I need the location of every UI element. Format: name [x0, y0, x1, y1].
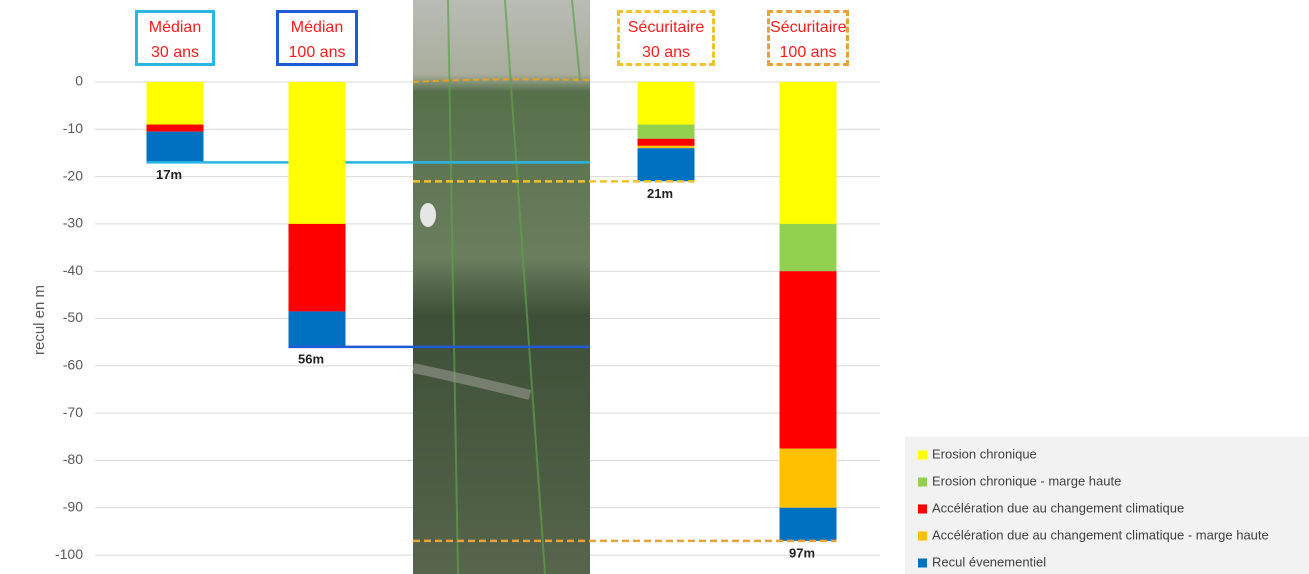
legend-label: Accélération due au changement climatiqu… [932, 527, 1269, 542]
y-tick-label: -30 [63, 215, 83, 231]
legend-swatch [918, 504, 927, 514]
y-tick-label: -20 [63, 167, 83, 183]
legend-swatch [918, 450, 927, 460]
bar-segment [779, 271, 837, 449]
legend-swatch [918, 477, 927, 487]
total-label: 97m [789, 545, 815, 560]
bar-segment [779, 507, 837, 541]
legend-box [905, 437, 1309, 574]
bar-segment [637, 81, 695, 125]
category-label: Médian 30 ans [135, 10, 215, 66]
bar-segment [779, 81, 837, 224]
legend-label: Erosion chronique - marge haute [932, 473, 1121, 488]
image-shoreline [412, 78, 591, 83]
bar-segment [288, 81, 346, 224]
total-label: 56m [298, 351, 324, 366]
bar-segment [146, 131, 204, 163]
bar-segment [637, 145, 695, 149]
bar-segment [288, 223, 346, 312]
legend-swatch [918, 531, 927, 541]
image-path [447, 0, 581, 574]
y-tick-label: -90 [63, 498, 83, 514]
category-label: Médian 100 ans [276, 10, 358, 66]
bar-segment [779, 448, 837, 508]
bar-segment [637, 138, 695, 146]
total-label: 21m [647, 186, 673, 201]
y-tick-label: -80 [63, 451, 83, 467]
y-tick-label: -10 [63, 120, 83, 136]
aerial-image [413, 0, 590, 574]
y-axis-label: recul en m [31, 285, 48, 355]
legend-label: Erosion chronique [932, 446, 1037, 461]
bar-segment [637, 148, 695, 182]
y-tick-label: -60 [63, 357, 83, 373]
bar-segment [637, 124, 695, 139]
y-tick-label: 0 [75, 73, 83, 89]
y-tick-label: -50 [63, 309, 83, 325]
bar-segment [146, 124, 204, 132]
bar-segment [288, 311, 346, 347]
image-detail [420, 203, 436, 227]
legend-label: Accélération due au changement climatiqu… [932, 500, 1184, 515]
category-label: Sécuritaire 30 ans [617, 10, 715, 66]
y-tick-label: -100 [55, 546, 83, 562]
category-label: Sécuritaire 100 ans [767, 10, 849, 66]
image-road [411, 363, 532, 400]
legend-swatch [918, 558, 927, 568]
bar-segment [146, 81, 204, 125]
y-tick-label: -40 [63, 262, 83, 278]
bar-segment [779, 223, 837, 272]
total-label: 17m [156, 167, 182, 182]
y-tick-label: -70 [63, 404, 83, 420]
legend-label: Recul évenementiel [932, 554, 1046, 569]
